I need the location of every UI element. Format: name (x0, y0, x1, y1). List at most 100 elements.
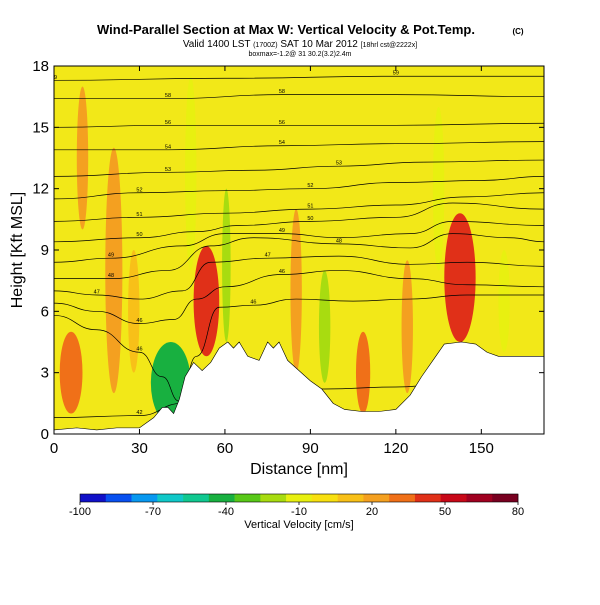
velocity-wave-band-108nm (355, 331, 371, 414)
isentrope-line (54, 141, 544, 151)
velocity-field (59, 76, 510, 424)
isentrope-label: 48 (108, 273, 114, 279)
isentrope-line (54, 159, 544, 177)
isentrope-label: 59 (393, 71, 399, 77)
y-tick-label: 12 (32, 181, 49, 198)
isentrope-label: 51 (136, 212, 142, 218)
x-axis-ticks: 0 30 60 90 120 150 (50, 66, 494, 457)
x-axis-label: Distance [nm] (250, 461, 348, 478)
colorbar-tick-label: -70 (145, 506, 161, 518)
isentrope-label: 53 (165, 167, 171, 173)
isentrope-line (54, 255, 544, 300)
chart-title: Wind-Parallel Section at Max W: Vertical… (97, 22, 475, 37)
velocity-wave-band-10nm (76, 86, 89, 230)
colorbar-swatch (80, 494, 107, 502)
isentrope-label: 59 (51, 75, 57, 81)
y-axis-ticks: 0 3 6 9 12 15 18 (32, 58, 544, 443)
terrain (54, 341, 544, 434)
isentrope-label: 58 (165, 93, 171, 99)
velocity-surface-left-5nm (59, 331, 83, 414)
valid-utc: (1700Z) (253, 42, 278, 49)
box-max-subline: boxmax=-1.2@ 31 30.2(3.2)2.4m (248, 51, 351, 58)
isentrope-label: 53 (336, 161, 342, 167)
y-tick-label: 6 (41, 303, 49, 320)
isentrope-line (54, 294, 544, 402)
isentrope-line (54, 202, 544, 243)
colorbar-swatch (183, 494, 210, 502)
colorbar-label: Vertical Velocity [cm/s] (244, 519, 353, 531)
isentrope-label: 51 (307, 204, 313, 210)
velocity-wave-band-135nm (432, 106, 445, 271)
isentrope-label: 54 (279, 140, 285, 146)
colorbar-swatch (440, 494, 467, 502)
valid-date: SAT 10 Mar 2012 (280, 39, 358, 50)
isentrope-label: 50 (307, 216, 313, 222)
colorbar: -100 -70 -40 -10 20 50 80 (69, 493, 524, 518)
isentrope-line (54, 122, 544, 128)
colorbar-swatch (260, 494, 287, 502)
x-tick-label: 150 (469, 440, 494, 457)
colorbar-swatch (286, 494, 313, 502)
colorbar-tick-label: -40 (218, 506, 234, 518)
isentrope-label: 48 (336, 238, 342, 244)
isentrope-label: 54 (165, 144, 171, 150)
x-tick-label: 60 (217, 440, 234, 457)
colorbar-swatch (234, 494, 261, 502)
y-tick-label: 9 (41, 242, 49, 259)
isentrope-label: 42 (136, 410, 142, 416)
colorbar-swatch (466, 494, 493, 502)
isentrope-line (54, 75, 544, 81)
colorbar-tick-label: 50 (439, 506, 451, 518)
x-tick-label: 90 (302, 440, 319, 457)
isentrope-line (54, 94, 544, 100)
isentrope-label: 52 (136, 187, 142, 193)
isentrope-label: 47 (94, 289, 100, 295)
colorbar-tick-label: -10 (291, 506, 307, 518)
colorbar-swatch (311, 494, 338, 502)
y-tick-label: 3 (41, 365, 49, 382)
isentrope-line (54, 270, 544, 324)
velocity-ascent-edge-143nm (444, 213, 476, 342)
isentrope-label: 46 (279, 269, 285, 275)
colorbar-swatch (492, 494, 519, 502)
colorbar-swatch (157, 494, 184, 502)
isentrope-line (54, 176, 544, 200)
colorbar-swatch (337, 494, 364, 502)
velocity-wave-band-85nm (290, 209, 302, 373)
colorbar-swatch (208, 494, 235, 502)
velocity-wave-band-95nm (318, 270, 331, 383)
x-tick-label: 0 (50, 440, 58, 457)
velocity-wave-band-125nm (401, 260, 413, 394)
colorbar-swatch (105, 494, 132, 502)
copyright-mark: (C) (512, 27, 523, 36)
isentrope-label: 49 (279, 228, 285, 234)
isentrope-line (54, 233, 544, 279)
isentrope-label: 56 (279, 120, 285, 126)
isentrope-label: 46 (136, 318, 142, 324)
colorbar-tick-label: 20 (366, 506, 378, 518)
colorbar-swatch (414, 494, 442, 502)
x-tick-label: 30 (131, 440, 148, 457)
isentrope-label: 46 (136, 347, 142, 353)
isentrope-label: 52 (307, 183, 313, 189)
isentrope-line (54, 221, 544, 263)
y-tick-label: 18 (32, 58, 49, 75)
colorbar-swatch (389, 494, 416, 502)
velocity-wave-band-20nm (105, 147, 123, 394)
velocity-wave-band-158nm (498, 250, 510, 353)
colorbar-tick-label: 80 (512, 506, 524, 518)
isentrope-label: 46 (250, 300, 256, 306)
y-tick-label: 0 (41, 426, 49, 443)
velocity-wave-band-60nm (222, 188, 231, 342)
x-tick-label: 120 (383, 440, 408, 457)
isentrope-label: 47 (265, 253, 271, 259)
isentrope-label: 56 (165, 120, 171, 126)
velocity-ascent-edge-54nm (193, 245, 220, 357)
velocity-wave-band-48nm (185, 76, 197, 271)
velocity-wave-band-28nm (128, 250, 140, 373)
isentrope-label: 50 (136, 232, 142, 238)
forecast-info: [18hrl cst@2222x] (361, 42, 418, 49)
isentrope-label: 58 (279, 89, 285, 95)
colorbar-swatch (363, 494, 390, 502)
